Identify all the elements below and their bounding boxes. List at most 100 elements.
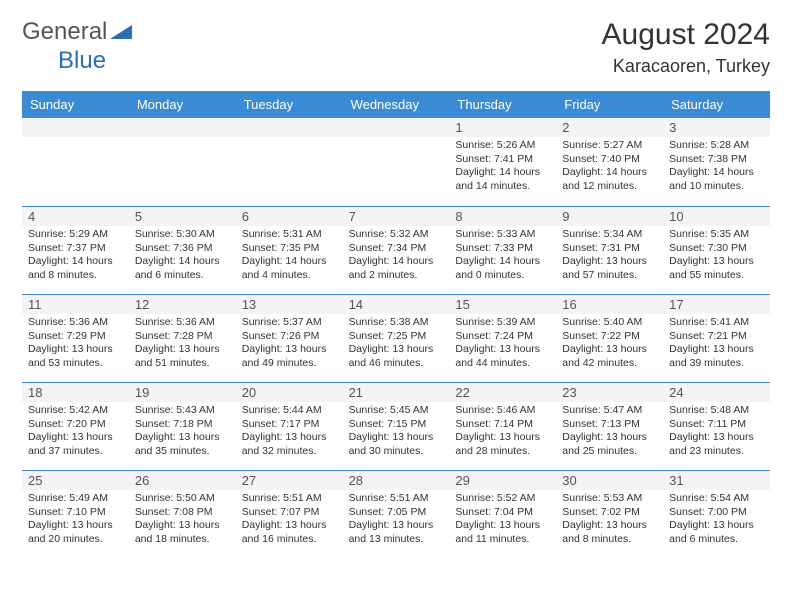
day-number: 3 xyxy=(663,118,770,137)
day-info: Sunrise: 5:47 AMSunset: 7:13 PMDaylight:… xyxy=(562,404,657,459)
day-number: 29 xyxy=(449,471,556,490)
day-info: Sunrise: 5:32 AMSunset: 7:34 PMDaylight:… xyxy=(349,228,444,283)
day-number-empty xyxy=(129,118,236,137)
day-info: Sunrise: 5:44 AMSunset: 7:17 PMDaylight:… xyxy=(242,404,337,459)
day-number: 13 xyxy=(236,295,343,314)
day-info: Sunrise: 5:37 AMSunset: 7:26 PMDaylight:… xyxy=(242,316,337,371)
calendar-cell: 10Sunrise: 5:35 AMSunset: 7:30 PMDayligh… xyxy=(663,206,770,294)
day-info: Sunrise: 5:28 AMSunset: 7:38 PMDaylight:… xyxy=(669,139,764,194)
calendar-cell: 18 Sunrise: 5:42 AMSunset: 7:20 PMDayligh… xyxy=(22,382,129,470)
day-info: Sunrise: 5:27 AMSunset: 7:40 PMDaylight:… xyxy=(562,139,657,194)
day-info: Sunrise: 5:31 AMSunset: 7:35 PMDaylight:… xyxy=(242,228,337,283)
calendar-cell: 2 Sunrise: 5:27 AMSunset: 7:40 PMDaylight… xyxy=(556,118,663,206)
month-title: August 2024 xyxy=(602,18,770,52)
day-number: 2 xyxy=(556,118,663,137)
day-info: Sunrise: 5:35 AMSunset: 7:30 PMDaylight:… xyxy=(669,228,764,283)
day-number: 14 xyxy=(343,295,450,314)
weekday-header: Friday xyxy=(556,91,663,118)
day-number: 7 xyxy=(343,207,450,226)
day-info: Sunrise: 5:38 AMSunset: 7:25 PMDaylight:… xyxy=(349,316,444,371)
day-number: 23 xyxy=(556,383,663,402)
day-number: 16 xyxy=(556,295,663,314)
page-header: General August 2024 Karacaoren, Turkey xyxy=(22,18,770,77)
calendar-cell: 19Sunrise: 5:43 AMSunset: 7:18 PMDayligh… xyxy=(129,382,236,470)
day-number: 11 xyxy=(22,295,129,314)
day-number: 20 xyxy=(236,383,343,402)
calendar-grid: SundayMondayTuesdayWednesdayThursdayFrid… xyxy=(22,91,770,558)
day-number: 22 xyxy=(449,383,556,402)
day-info: Sunrise: 5:54 AMSunset: 7:00 PMDaylight:… xyxy=(669,492,764,547)
day-info: Sunrise: 5:42 AMSunset: 7:20 PMDaylight:… xyxy=(28,404,123,459)
day-number: 31 xyxy=(663,471,770,490)
day-number: 5 xyxy=(129,207,236,226)
day-number: 6 xyxy=(236,207,343,226)
day-info: Sunrise: 5:36 AMSunset: 7:29 PMDaylight:… xyxy=(28,316,123,371)
day-info: Sunrise: 5:49 AMSunset: 7:10 PMDaylight:… xyxy=(28,492,123,547)
day-info: Sunrise: 5:30 AMSunset: 7:36 PMDaylight:… xyxy=(135,228,230,283)
day-number: 18 xyxy=(22,383,129,402)
day-info: Sunrise: 5:45 AMSunset: 7:15 PMDaylight:… xyxy=(349,404,444,459)
day-number: 28 xyxy=(343,471,450,490)
calendar-cell: 12 Sunrise: 5:36 AMSunset: 7:28 PMDayligh… xyxy=(129,294,236,382)
calendar-cell: 4 Sunrise: 5:29 AMSunset: 7:37 PMDaylight… xyxy=(22,206,129,294)
calendar-cell: 25 Sunrise: 5:49 AMSunset: 7:10 PMDayligh… xyxy=(22,470,129,558)
calendar-cell: 6 Sunrise: 5:31 AMSunset: 7:35 PMDaylight… xyxy=(236,206,343,294)
day-number-empty xyxy=(236,118,343,137)
brand-part1: General xyxy=(22,18,107,46)
day-number: 12 xyxy=(129,295,236,314)
calendar-cell: 8 Sunrise: 5:33 AMSunset: 7:33 PMDaylight… xyxy=(449,206,556,294)
day-info: Sunrise: 5:48 AMSunset: 7:11 PMDaylight:… xyxy=(669,404,764,459)
calendar-cell: 27 Sunrise: 5:51 AMSunset: 7:07 PMDayligh… xyxy=(236,470,343,558)
day-number-empty xyxy=(22,118,129,137)
day-number: 25 xyxy=(22,471,129,490)
day-number: 21 xyxy=(343,383,450,402)
calendar-cell: 21 Sunrise: 5:45 AMSunset: 7:15 PMDayligh… xyxy=(343,382,450,470)
calendar-cell-empty xyxy=(129,118,236,206)
calendar-cell: 23 Sunrise: 5:47 AMSunset: 7:13 PMDayligh… xyxy=(556,382,663,470)
weekday-header: Monday xyxy=(129,91,236,118)
day-number: 8 xyxy=(449,207,556,226)
calendar-cell: 22 Sunrise: 5:46 AMSunset: 7:14 PMDayligh… xyxy=(449,382,556,470)
weekday-header: Thursday xyxy=(449,91,556,118)
day-info: Sunrise: 5:41 AMSunset: 7:21 PMDaylight:… xyxy=(669,316,764,371)
day-number: 15 xyxy=(449,295,556,314)
calendar-cell: 16Sunrise: 5:40 AMSunset: 7:22 PMDayligh… xyxy=(556,294,663,382)
weekday-header: Sunday xyxy=(22,91,129,118)
day-info: Sunrise: 5:43 AMSunset: 7:18 PMDaylight:… xyxy=(135,404,230,459)
day-info: Sunrise: 5:34 AMSunset: 7:31 PMDaylight:… xyxy=(562,228,657,283)
calendar-cell: 28Sunrise: 5:51 AMSunset: 7:05 PMDayligh… xyxy=(343,470,450,558)
calendar-cell: 30Sunrise: 5:53 AMSunset: 7:02 PMDayligh… xyxy=(556,470,663,558)
brand-part2: Blue xyxy=(58,47,106,74)
day-number: 1 xyxy=(449,118,556,137)
calendar-cell: 26 Sunrise: 5:50 AMSunset: 7:08 PMDayligh… xyxy=(129,470,236,558)
calendar-cell: 24Sunrise: 5:48 AMSunset: 7:11 PMDayligh… xyxy=(663,382,770,470)
day-info: Sunrise: 5:36 AMSunset: 7:28 PMDaylight:… xyxy=(135,316,230,371)
title-block: August 2024 Karacaoren, Turkey xyxy=(602,18,770,77)
day-info: Sunrise: 5:29 AMSunset: 7:37 PMDaylight:… xyxy=(28,228,123,283)
calendar-cell: 20 Sunrise: 5:44 AMSunset: 7:17 PMDayligh… xyxy=(236,382,343,470)
day-info: Sunrise: 5:53 AMSunset: 7:02 PMDaylight:… xyxy=(562,492,657,547)
calendar-cell: 1Sunrise: 5:26 AMSunset: 7:41 PMDaylight… xyxy=(449,118,556,206)
weekday-header: Saturday xyxy=(663,91,770,118)
day-number: 26 xyxy=(129,471,236,490)
weekday-header: Wednesday xyxy=(343,91,450,118)
calendar-cell: 5 Sunrise: 5:30 AMSunset: 7:36 PMDaylight… xyxy=(129,206,236,294)
logo-triangle-icon xyxy=(110,18,132,46)
day-info: Sunrise: 5:46 AMSunset: 7:14 PMDaylight:… xyxy=(455,404,550,459)
day-info: Sunrise: 5:33 AMSunset: 7:33 PMDaylight:… xyxy=(455,228,550,283)
day-number: 4 xyxy=(22,207,129,226)
day-info: Sunrise: 5:52 AMSunset: 7:04 PMDaylight:… xyxy=(455,492,550,547)
day-number: 17 xyxy=(663,295,770,314)
day-info: Sunrise: 5:51 AMSunset: 7:07 PMDaylight:… xyxy=(242,492,337,547)
calendar-cell: 9 Sunrise: 5:34 AMSunset: 7:31 PMDaylight… xyxy=(556,206,663,294)
day-number: 9 xyxy=(556,207,663,226)
calendar-cell: 7 Sunrise: 5:32 AMSunset: 7:34 PMDaylight… xyxy=(343,206,450,294)
brand-logo: General xyxy=(22,18,134,46)
calendar-cell: 14 Sunrise: 5:38 AMSunset: 7:25 PMDayligh… xyxy=(343,294,450,382)
day-info: Sunrise: 5:50 AMSunset: 7:08 PMDaylight:… xyxy=(135,492,230,547)
calendar-cell: 17 Sunrise: 5:41 AMSunset: 7:21 PMDayligh… xyxy=(663,294,770,382)
day-number-empty xyxy=(343,118,450,137)
day-number: 27 xyxy=(236,471,343,490)
calendar-cell: 13 Sunrise: 5:37 AMSunset: 7:26 PMDayligh… xyxy=(236,294,343,382)
calendar-cell-empty xyxy=(236,118,343,206)
